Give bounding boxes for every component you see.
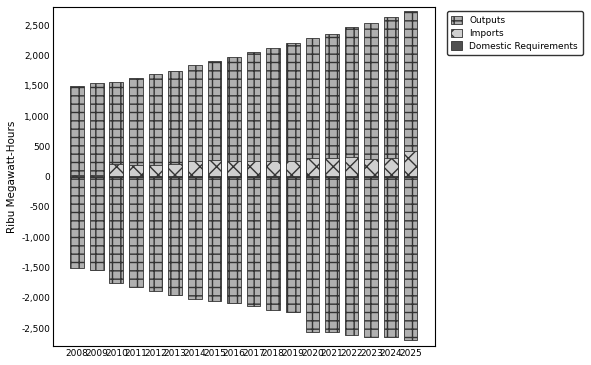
Bar	[384, 17, 398, 177]
Bar	[227, 161, 241, 177]
Bar	[70, 86, 84, 177]
Bar	[306, 38, 319, 177]
Bar	[246, 176, 261, 177]
Bar	[325, 158, 339, 177]
Bar	[207, 176, 221, 177]
Bar	[365, 176, 378, 177]
Bar	[345, 177, 359, 335]
Bar	[149, 177, 163, 291]
Bar	[286, 176, 300, 177]
Bar	[90, 83, 103, 177]
Bar	[90, 175, 103, 177]
Bar	[168, 70, 182, 177]
Bar	[267, 47, 280, 177]
Bar	[70, 176, 84, 177]
Bar	[129, 165, 143, 177]
Bar	[70, 177, 84, 268]
Bar	[365, 159, 378, 177]
Bar	[129, 176, 143, 177]
Bar	[306, 176, 319, 177]
Bar	[384, 176, 398, 177]
Bar	[207, 61, 221, 177]
Bar	[168, 176, 182, 177]
Bar	[325, 34, 339, 177]
Bar	[345, 27, 359, 177]
Bar	[207, 177, 221, 301]
Bar	[168, 177, 182, 295]
Bar	[345, 157, 359, 177]
Bar	[227, 57, 241, 177]
Bar	[267, 176, 280, 177]
Bar	[404, 151, 417, 177]
Bar	[168, 164, 182, 177]
Bar	[267, 177, 280, 310]
Bar	[188, 176, 202, 177]
Bar	[109, 176, 123, 177]
Y-axis label: Ribu Megawatt-Hours: Ribu Megawatt-Hours	[7, 120, 17, 233]
Bar	[246, 177, 261, 306]
Bar	[149, 165, 163, 177]
Bar	[325, 177, 339, 333]
Bar	[325, 176, 339, 177]
Bar	[267, 161, 280, 177]
Bar	[188, 177, 202, 299]
Bar	[404, 11, 417, 177]
Bar	[246, 161, 261, 177]
Bar	[365, 177, 378, 337]
Legend: Outputs, Imports, Domestic Requirements: Outputs, Imports, Domestic Requirements	[447, 11, 583, 55]
Bar	[384, 158, 398, 177]
Bar	[188, 161, 202, 177]
Bar	[306, 158, 319, 177]
Bar	[286, 43, 300, 177]
Bar	[149, 74, 163, 177]
Bar	[404, 177, 417, 340]
Bar	[345, 176, 359, 177]
Bar	[207, 160, 221, 177]
Bar	[286, 161, 300, 177]
Bar	[246, 52, 261, 177]
Bar	[109, 164, 123, 177]
Bar	[365, 23, 378, 177]
Bar	[227, 177, 241, 303]
Bar	[90, 176, 103, 177]
Bar	[286, 177, 300, 312]
Bar	[404, 176, 417, 177]
Bar	[129, 78, 143, 177]
Bar	[306, 177, 319, 333]
Bar	[227, 176, 241, 177]
Bar	[188, 65, 202, 177]
Bar	[90, 177, 103, 270]
Bar	[384, 177, 398, 337]
Bar	[129, 177, 143, 287]
Bar	[70, 175, 84, 177]
Bar	[149, 176, 163, 177]
Bar	[109, 82, 123, 177]
Bar	[109, 177, 123, 283]
